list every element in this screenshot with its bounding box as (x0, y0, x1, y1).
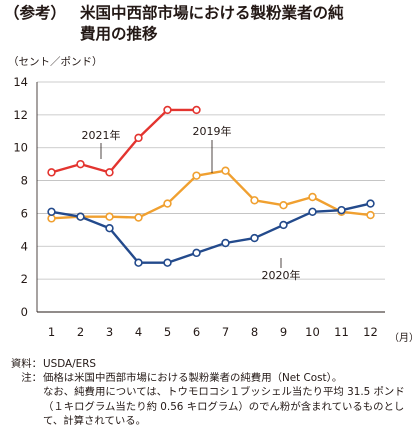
data-point (192, 248, 201, 258)
x-tick-label: 1 (48, 325, 55, 339)
y-tick-label: 14 (13, 75, 28, 89)
data-point (134, 213, 143, 222)
x-tick-label: 7 (222, 325, 229, 339)
series-line (51, 202, 371, 264)
data-point (221, 238, 230, 248)
data-point (366, 199, 375, 208)
data-point (337, 205, 346, 215)
note-key: 注： (21, 372, 42, 385)
series-2 (47, 199, 375, 267)
y-unit-label: （セント／ポンド） (8, 56, 103, 68)
x-tick-label: 5 (164, 325, 171, 339)
x-tick-label: 4 (135, 325, 142, 339)
x-tick-label: 8 (251, 325, 258, 339)
series-label: 2020年 (262, 268, 301, 282)
y-tick-label: 6 (21, 206, 28, 220)
title-line-2: 費用の推移 (80, 25, 158, 43)
series-0 (47, 105, 201, 177)
series-label: 2021年 (82, 128, 121, 142)
data-point (279, 220, 288, 230)
data-point (366, 210, 375, 220)
series-line (51, 108, 197, 174)
data-point (105, 212, 114, 221)
y-tick-label: 0 (21, 305, 28, 319)
y-tick-label: 4 (21, 239, 28, 253)
data-point (163, 105, 172, 115)
x-tick-label: 2 (77, 325, 84, 339)
y-tick-label: 10 (13, 141, 28, 155)
y-tick-label: 2 (21, 272, 28, 286)
data-point (250, 196, 259, 205)
source-text: USDA/ERS (43, 358, 97, 370)
data-point (134, 258, 143, 267)
data-point (308, 207, 317, 216)
data-point (221, 166, 230, 175)
data-point (76, 159, 85, 169)
data-point (105, 224, 114, 233)
x-unit-label: （月） (389, 332, 419, 344)
data-point (192, 105, 201, 115)
title-prefix: （参考） (4, 4, 67, 22)
x-tick-label: 12 (363, 325, 378, 339)
data-point (279, 201, 288, 210)
series-labels: 2021年 2019年 2020年 (82, 124, 301, 282)
x-tick-label: 3 (106, 325, 113, 339)
data-point (163, 258, 172, 267)
data-point (47, 168, 56, 177)
data-point (163, 199, 172, 208)
series-1 (47, 166, 375, 223)
chart-grid (36, 81, 385, 313)
data-point (192, 171, 201, 180)
notes: 資料： USDA/ERS 注： 価格は米国中西部市場における製粉業者の純費用（N… (2, 357, 418, 428)
data-point (105, 168, 114, 177)
data-point (76, 212, 85, 221)
source-key: 資料： (10, 358, 42, 370)
x-tick-label: 10 (305, 325, 320, 339)
data-point (308, 192, 317, 202)
note-text-2: なお、純費用については、トウモロコシ１ブッシェル当たり平均 31.5 ポンド（１… (43, 386, 405, 427)
chart-series (47, 105, 375, 267)
x-tick-label: 11 (334, 325, 349, 339)
note-text-1: 価格は米国中西部市場における製粉業者の純費用（Net Cost）。 (43, 372, 343, 385)
data-point (250, 233, 259, 243)
data-point (47, 207, 56, 216)
x-tick-label: 9 (280, 325, 287, 339)
series-label: 2019年 (193, 124, 232, 138)
x-tick-label: 6 (193, 325, 200, 339)
series-line (51, 169, 371, 220)
y-tick-label: 8 (21, 174, 28, 188)
data-point (134, 133, 143, 143)
y-tick-label: 12 (13, 108, 28, 122)
title-line-1: 米国中西部市場における製粉業者の純 (80, 4, 344, 22)
